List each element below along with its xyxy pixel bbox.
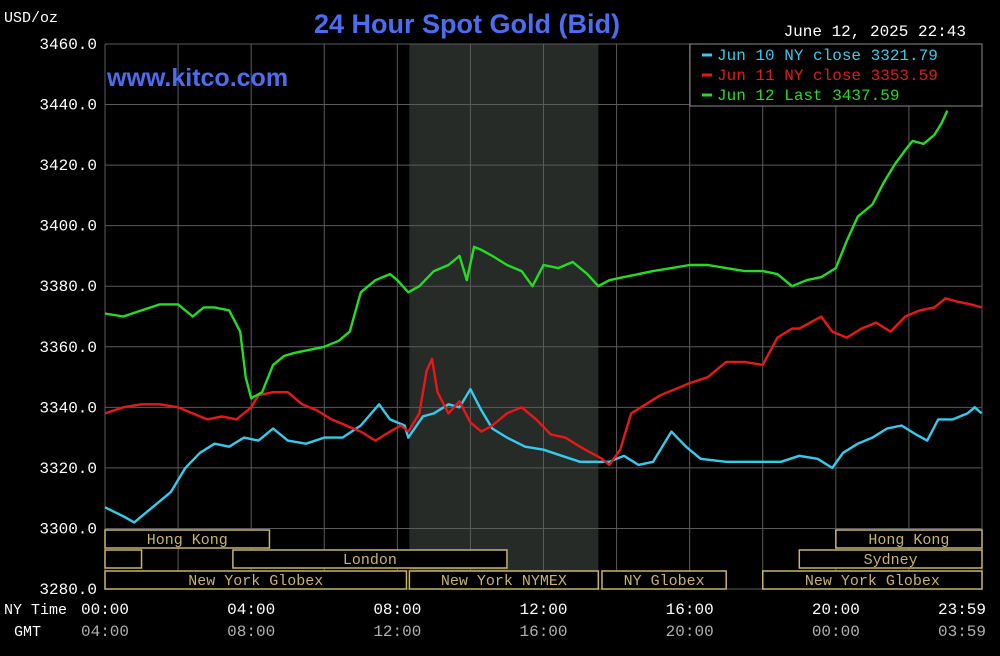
chart-title: 24 Hour Spot Gold (Bid) xyxy=(314,9,620,39)
session-label: London xyxy=(343,552,397,569)
session-bar xyxy=(104,549,143,569)
x-tick-label-ny: 08:00 xyxy=(373,601,421,619)
gmt-label: GMT xyxy=(14,624,41,641)
y-tick-label: 3280.0 xyxy=(39,581,97,599)
session-label: New York Globex xyxy=(188,573,323,590)
legend: Jun 10 NY close 3321.79 Jun 11 NY close 3… xyxy=(689,43,983,107)
session-label: NY Globex xyxy=(624,573,705,590)
y-tick-label: 3460.0 xyxy=(39,36,97,54)
nymex-shade-rect xyxy=(409,44,599,589)
watermark: www.kitco.com xyxy=(106,64,288,92)
session-label: New York NYMEX xyxy=(441,573,567,590)
session-label: New York Globex xyxy=(805,573,940,590)
series-line-1 xyxy=(104,297,982,467)
session-bar xyxy=(104,529,271,549)
y-tick-label: 3300.0 xyxy=(39,520,97,538)
series-line-0 xyxy=(104,388,983,524)
y-tick-label: 3420.0 xyxy=(39,157,97,175)
series-line-2 xyxy=(104,110,949,400)
x-tick-label-gmt: 03:59 xyxy=(938,623,986,641)
x-tick-label-gmt: 00:00 xyxy=(812,623,860,641)
y-tick-label: 3440.0 xyxy=(39,97,97,115)
y-tick-label: 3400.0 xyxy=(39,218,97,236)
x-tick-label-gmt: 12:00 xyxy=(373,623,421,641)
legend-entry: Jun 11 NY close 3353.59 xyxy=(717,67,938,85)
y-tick-label: 3320.0 xyxy=(39,460,97,478)
x-tick-label-gmt: 16:00 xyxy=(519,623,567,641)
session-bar xyxy=(798,549,983,569)
session-bar xyxy=(408,570,600,590)
legend-box xyxy=(689,43,983,107)
x-tick-labels: 00:00 04:00 08:00 12:00 16:00 20:00 23:59 04:00… xyxy=(81,601,986,641)
y-tick-label: 3360.0 xyxy=(39,339,97,357)
nymex-shade xyxy=(409,44,599,589)
x-tick-label-ny: 16:00 xyxy=(666,601,714,619)
session-bar xyxy=(835,529,983,549)
session-bar xyxy=(762,570,983,590)
unit-label: USD/oz xyxy=(4,10,58,27)
ny-time-label: NY Time xyxy=(4,602,67,619)
x-tick-label-ny: 00:00 xyxy=(81,601,129,619)
grid xyxy=(104,43,983,590)
legend-entry: Jun 10 NY close 3321.79 xyxy=(717,47,938,65)
y-tick-label: 3380.0 xyxy=(39,278,97,296)
y-tick-labels: 3460.0 3440.0 3420.0 3400.0 3380.0 3360.0 3340… xyxy=(39,36,97,599)
session-bar xyxy=(104,570,408,590)
x-tick-label-gmt: 04:00 xyxy=(81,623,129,641)
session-label: Hong Kong xyxy=(868,532,949,549)
x-tick-label-gmt: 08:00 xyxy=(227,623,275,641)
session-bar xyxy=(601,570,727,590)
x-tick-label-ny: 23:59 xyxy=(938,601,986,619)
series-lines xyxy=(104,110,983,524)
timestamp: June 12, 2025 22:43 xyxy=(784,23,966,41)
x-tick-label-ny: 12:00 xyxy=(519,601,567,619)
x-tick-label-ny: 20:00 xyxy=(812,601,860,619)
session-label: Sydney xyxy=(864,552,918,569)
x-tick-label-ny: 04:00 xyxy=(227,601,275,619)
session-bar xyxy=(232,549,508,569)
legend-entry: Jun 12 Last 3437.59 xyxy=(717,87,899,105)
x-tick-label-gmt: 20:00 xyxy=(666,623,714,641)
session-bars: Hong Kong Hong Kong London Sydney New York G… xyxy=(104,529,983,590)
session-label: Hong Kong xyxy=(147,532,228,549)
y-tick-label: 3340.0 xyxy=(39,399,97,417)
